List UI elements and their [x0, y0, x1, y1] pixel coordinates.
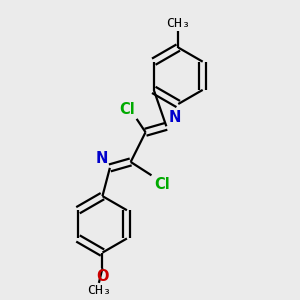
Text: Cl: Cl — [119, 102, 135, 117]
Text: O: O — [96, 269, 109, 284]
Text: CH₃: CH₃ — [166, 17, 190, 30]
Text: N: N — [96, 152, 108, 166]
Text: N: N — [169, 110, 181, 125]
Text: CH₃: CH₃ — [87, 284, 111, 297]
Text: Cl: Cl — [154, 177, 170, 192]
